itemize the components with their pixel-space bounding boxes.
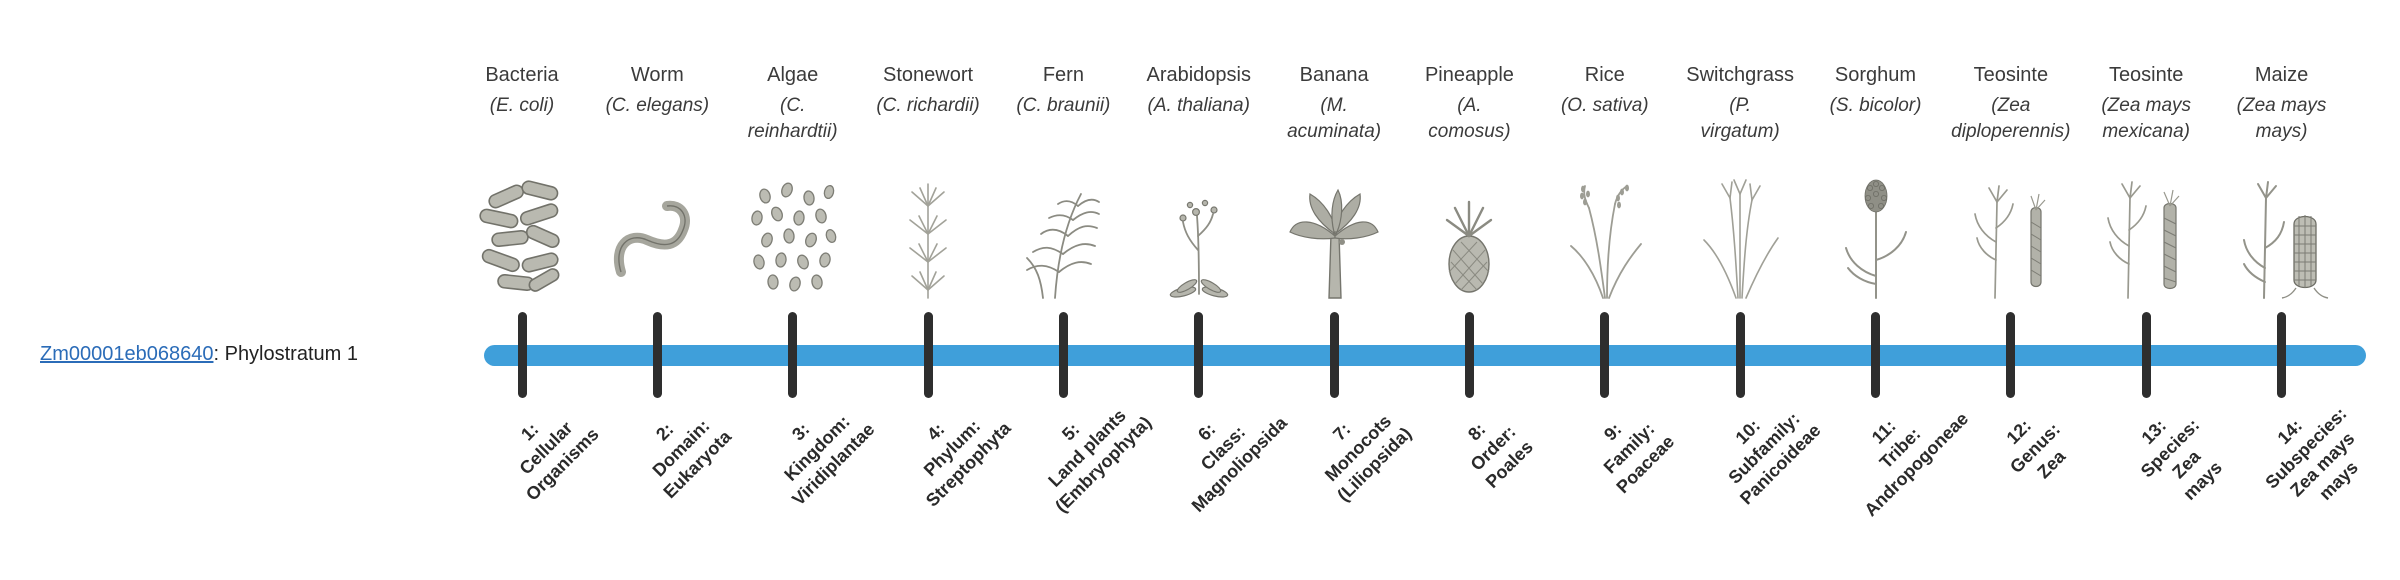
- phylostratum-tick: [1194, 312, 1204, 398]
- arabidopsis-icon: [1144, 172, 1254, 302]
- pineapple-icon: [1414, 172, 1524, 302]
- phylostratum-label: 1: Cellular Organisms: [515, 417, 603, 505]
- phylostratum-label: 8: Order: Poales: [1464, 419, 1538, 492]
- phylostratum-tick: [1464, 312, 1474, 398]
- phylostratum-tick: [2141, 312, 2151, 398]
- phylostratum-tick: [2006, 312, 2016, 398]
- phylostratum-label: 2: Domain: Eukaryota: [648, 415, 736, 503]
- phylostratum-label: 14: Subspecies: Zea mays mays: [2261, 403, 2362, 504]
- organism-common-name: Bacteria: [485, 64, 559, 86]
- bacteria-icon: [467, 172, 577, 302]
- organism-common-name: Algae: [767, 64, 819, 86]
- organism-scientific-name: (P. virgatum): [1700, 95, 1780, 142]
- phylostratum-tick: [652, 312, 662, 398]
- gene-id-link[interactable]: Zm00001eb068640: [40, 343, 214, 365]
- organism-scientific-name: (Zea diploperennis): [1951, 95, 2071, 142]
- organism-scientific-name: (O. sativa): [1560, 95, 1649, 116]
- phylostratum-label: 5: Land plants (Embryophyta): [1044, 405, 1156, 517]
- switchgrass-icon: [1685, 172, 1795, 302]
- worm-icon: [602, 172, 712, 302]
- phylostratum-tick: [923, 312, 933, 398]
- stonewort-icon: [873, 172, 983, 302]
- organism-scientific-name: (E. coli): [489, 95, 555, 116]
- algae-icon: [738, 172, 848, 302]
- organism-common-name: Fern: [1042, 64, 1084, 86]
- organism-common-name: Worm: [630, 64, 684, 86]
- organism-scientific-name: (M. acuminata): [1287, 95, 1382, 142]
- fern-icon: [1008, 172, 1118, 302]
- gene-phylostratum-text: : Phylostratum 1: [213, 343, 358, 365]
- phylostratum-label: 7: Monocots (Liliopsida): [1321, 410, 1416, 506]
- organism-scientific-name: (C. richardii): [876, 95, 980, 116]
- phylostratum-label: 13: Species: Zea mays: [2136, 414, 2227, 504]
- teosinte-mexicana-icon: [2091, 172, 2201, 302]
- phylostratum-tick: [1735, 312, 1745, 398]
- teosinte-diploperennis-icon: [1956, 172, 2066, 302]
- organism-common-name: Arabidopsis: [1146, 64, 1251, 86]
- phylostratum-label: 6: Class: Magnoliopsida: [1187, 412, 1291, 516]
- organism-scientific-name: (C. reinhardtii): [747, 95, 838, 142]
- maize-icon: [2227, 172, 2337, 302]
- phylostratum-tick: [788, 312, 798, 398]
- organism-scientific-name: (S. bicolor): [1829, 95, 1922, 116]
- phylostratum-label: 12: Genus: Zea: [2002, 415, 2070, 483]
- organism-common-name: Banana: [1299, 64, 1369, 86]
- banana-icon: [1279, 172, 1389, 302]
- organism-common-name: Stonewort: [883, 64, 974, 86]
- organism-common-name: Rice: [1584, 64, 1625, 86]
- phylostratum-tick: [1058, 312, 1068, 398]
- organism-common-name: Switchgrass: [1686, 64, 1795, 86]
- sorghum-icon: [1821, 172, 1931, 302]
- phylostratum-tick: [1329, 312, 1339, 398]
- organism-common-name: Sorghum: [1834, 64, 1917, 86]
- phylostratum-tick: [1600, 312, 1610, 398]
- organism-common-name: Pineapple: [1424, 64, 1514, 86]
- organism-scientific-name: (A. thaliana): [1147, 95, 1250, 116]
- organism-scientific-name: (A. comosus): [1428, 95, 1511, 142]
- organism-common-name: Teosinte: [1973, 64, 2049, 86]
- rice-icon: [1550, 172, 1660, 302]
- phylostratum-label: 4: Phylum: Streptophyta: [919, 415, 1015, 511]
- organism-common-name: Teosinte: [2108, 64, 2184, 86]
- organism-scientific-name: (Zea mays mexicana): [2101, 95, 2192, 142]
- phylostratum-tick: [2277, 312, 2287, 398]
- phylostratum-label: 10: Subfamily: Panicoideae: [1724, 408, 1825, 509]
- organism-scientific-name: (C. elegans): [605, 95, 710, 116]
- phylostratum-tick: [1871, 312, 1880, 398]
- phylostratum-label: 11: Tribe: Andropogoneae: [1859, 408, 1972, 521]
- phylostratum-tick: [517, 312, 527, 398]
- organism-scientific-name: (Zea mays mays): [2236, 95, 2327, 142]
- gene-label: Zm00001eb068640: Phylostratum 1: [40, 343, 358, 366]
- organism-scientific-name: (C. braunii): [1016, 95, 1111, 116]
- phylostratum-label: 3: Kingdom: Viridiplantae: [779, 411, 879, 510]
- phylostrata-timeline-bar: [484, 345, 2366, 366]
- phylostratum-label: 9: Family: Poaceae: [1599, 418, 1679, 498]
- organism-common-name: Maize: [2254, 64, 2309, 86]
